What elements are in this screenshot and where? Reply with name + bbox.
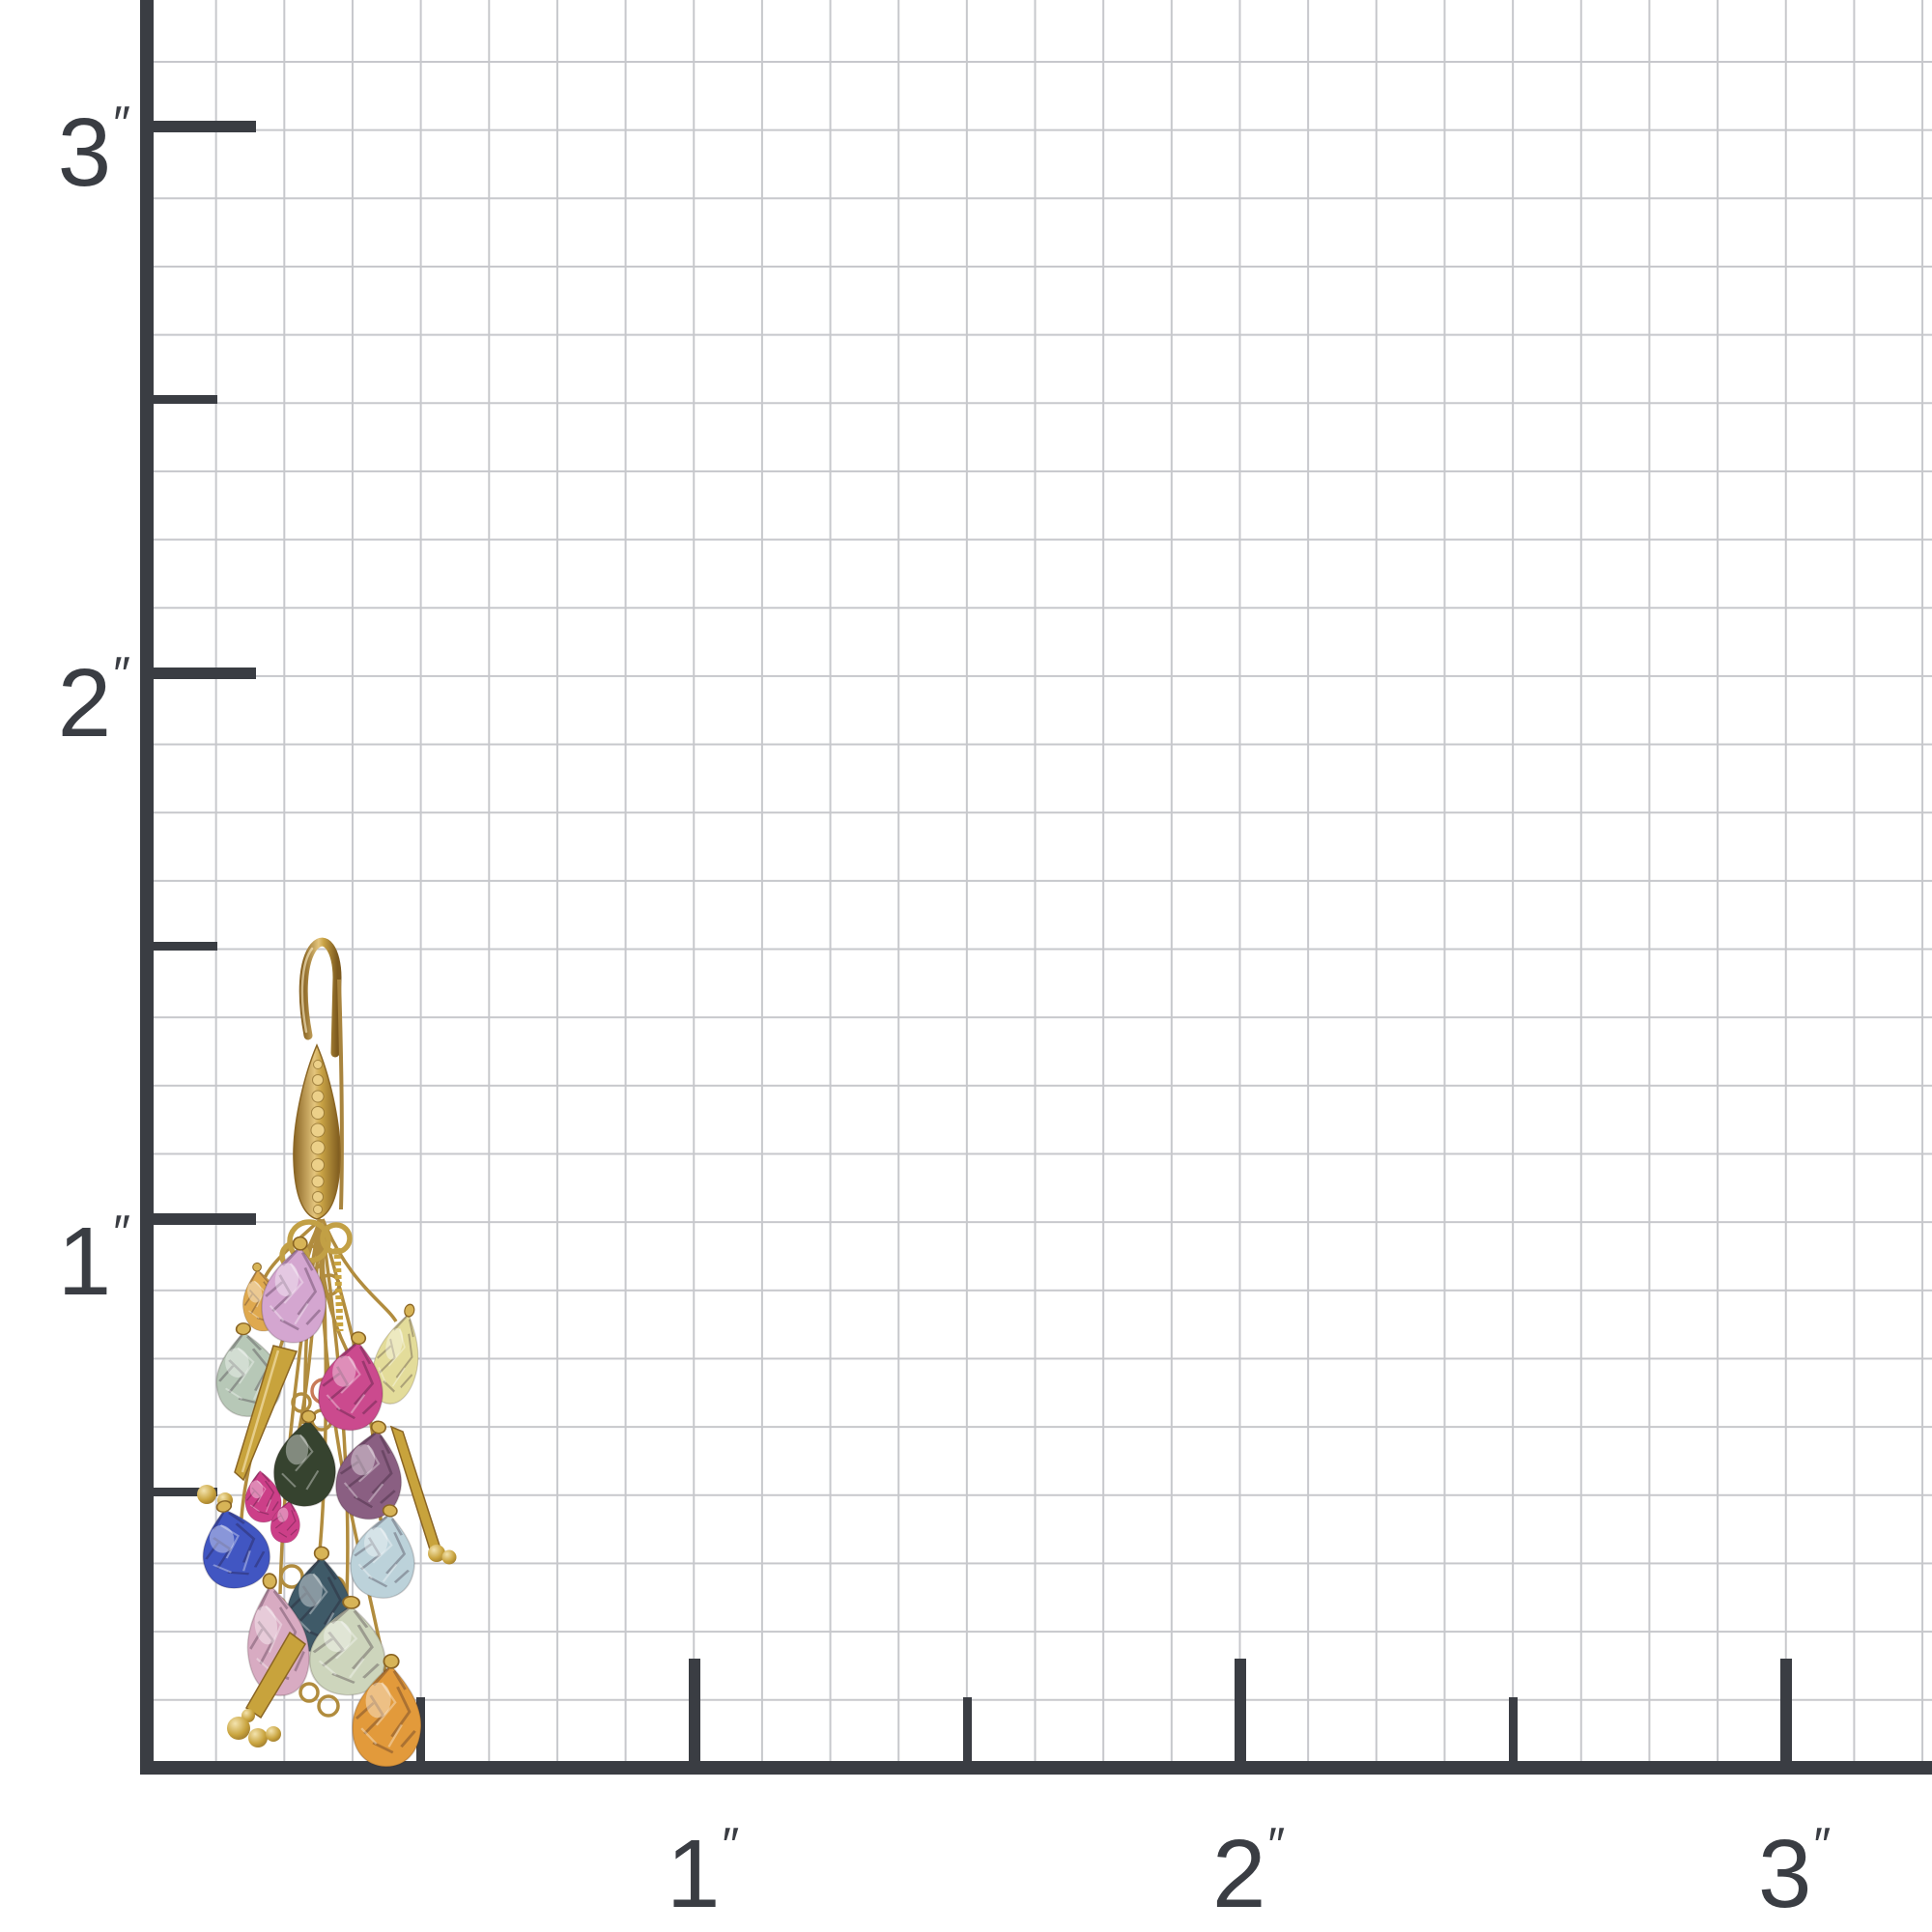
left-tick-2-5in <box>154 395 217 404</box>
left-tick-1-5in <box>154 942 217 951</box>
ear-hook-highlight <box>300 947 314 1034</box>
inch-mark: ″ <box>1267 1818 1285 1872</box>
left-label-1in: 1″ <box>0 1184 130 1310</box>
gold-spike-dangle <box>197 1345 298 1508</box>
bottom-label-3in-value: 3 <box>1757 1820 1812 1928</box>
bottom-label-2in-value: 2 <box>1211 1820 1266 1928</box>
inch-mark: ″ <box>1813 1818 1831 1872</box>
inch-mark: ″ <box>722 1818 739 1872</box>
bottom-tick-1-5in <box>963 1697 972 1761</box>
left-label-2in: 2″ <box>0 626 130 752</box>
ear-hook-wire <box>298 937 342 1058</box>
bottom-tick-3in <box>1780 1659 1792 1761</box>
coiled-wire <box>333 1247 344 1332</box>
bottom-label-1in-value: 1 <box>666 1820 721 1928</box>
left-tick-3in <box>154 121 256 132</box>
left-tick-2in <box>154 668 256 679</box>
inch-mark: ″ <box>113 1206 130 1260</box>
bottom-label-3in: 3″ <box>1695 1797 1889 1922</box>
gold-cone-dangle-right <box>389 1425 457 1565</box>
earring-photo <box>191 937 457 1770</box>
hook-back-wire <box>337 979 344 1210</box>
bottom-label-2in: 2″ <box>1150 1797 1343 1922</box>
grid-lines <box>147 0 1932 1767</box>
bottom-tick-2-5in <box>1509 1697 1518 1761</box>
left-label-2in-value: 2 <box>57 649 112 757</box>
vertical-ruler-axis <box>140 0 154 1775</box>
left-label-3in-value: 3 <box>57 99 112 207</box>
inch-mark: ″ <box>113 97 130 151</box>
left-label-3in: 3″ <box>0 75 130 201</box>
gold-cone-dangle-bottom <box>227 1631 306 1747</box>
inch-mark: ″ <box>113 647 130 701</box>
left-tick-1in <box>154 1213 256 1225</box>
bottom-label-1in: 1″ <box>604 1797 797 1922</box>
left-tick-0-5in <box>154 1488 217 1496</box>
bottom-tick-2in <box>1235 1659 1246 1761</box>
bottom-tick-1in <box>689 1659 700 1761</box>
left-label-1in-value: 1 <box>57 1208 112 1316</box>
horizontal-ruler-axis <box>140 1761 1932 1775</box>
granule-column <box>310 1060 326 1214</box>
